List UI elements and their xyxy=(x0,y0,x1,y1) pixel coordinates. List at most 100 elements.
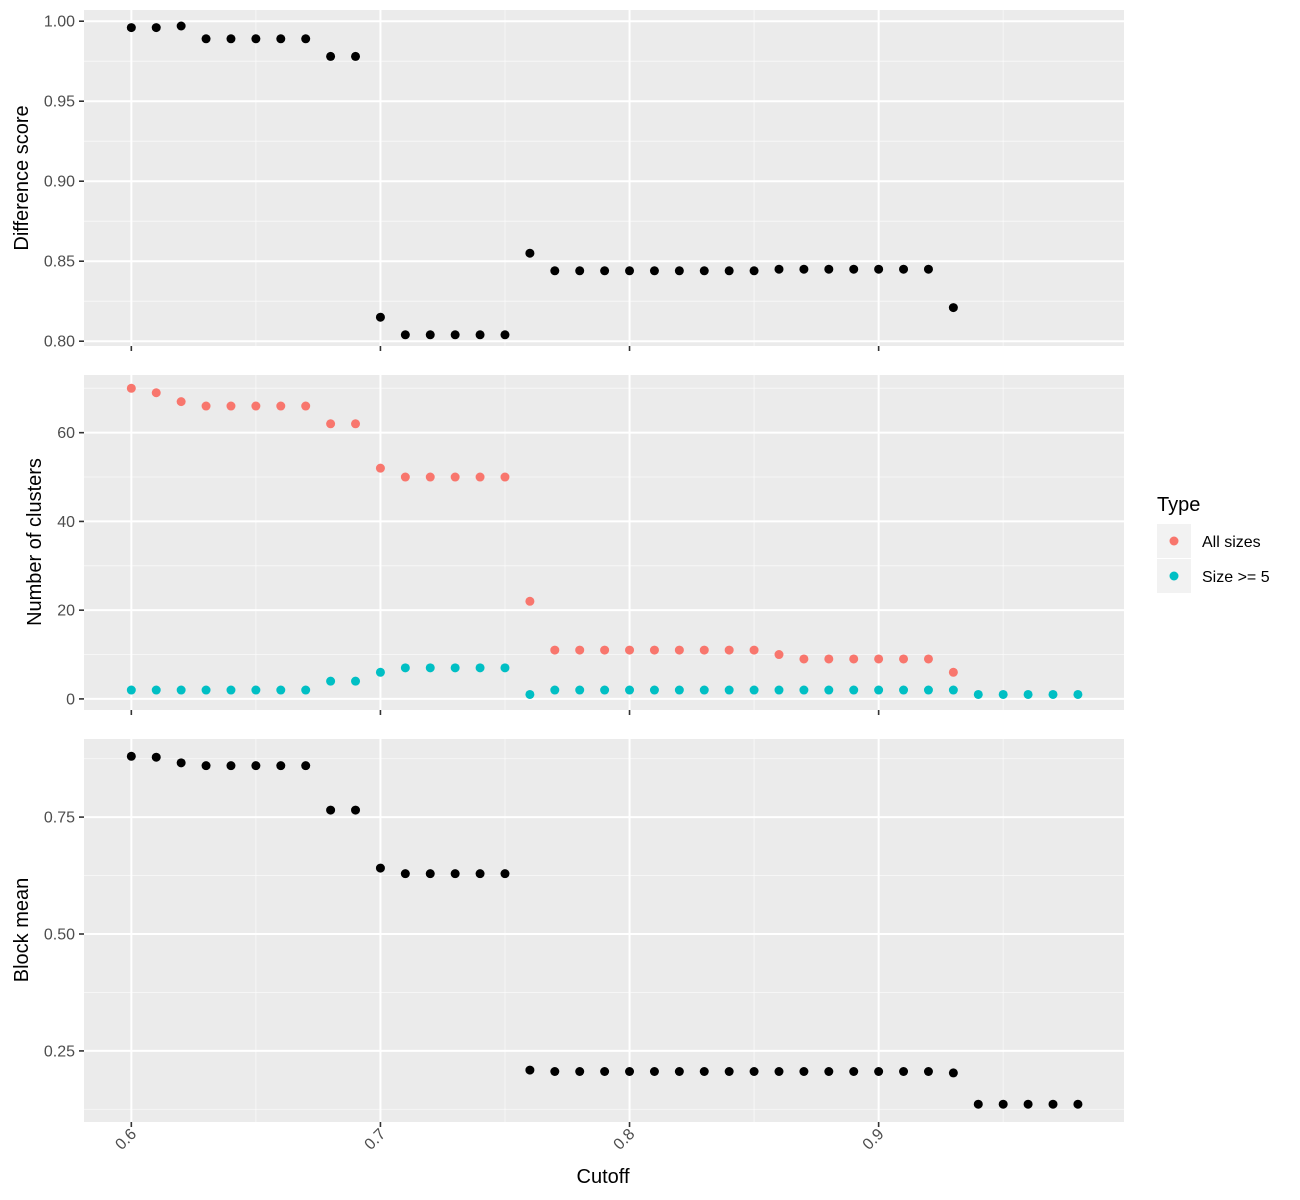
point-size-5 xyxy=(475,663,485,673)
point-series xyxy=(749,266,759,276)
point-all-sizes xyxy=(276,401,286,411)
point-size-5 xyxy=(799,685,809,695)
point-series xyxy=(276,761,286,771)
point-series xyxy=(450,869,460,879)
y-tick-label: 0 xyxy=(66,691,75,708)
point-all-sizes xyxy=(899,654,909,664)
point-size-5 xyxy=(1023,689,1033,699)
point-all-sizes xyxy=(525,596,535,606)
x-axis-tick-labels: 0.6 0.7 0.8 0.9 xyxy=(112,1126,887,1154)
y-tick-label: 1.00 xyxy=(44,14,75,31)
x-tick-label: 0.8 xyxy=(611,1126,639,1154)
panel-number-of-clusters: 0 20 40 60 Number of clusters xyxy=(24,375,1124,715)
y-tick-label: 0.80 xyxy=(44,334,75,351)
panel-background xyxy=(84,10,1124,346)
point-series xyxy=(625,1066,635,1076)
y-tick-label: 0.90 xyxy=(44,174,75,191)
point-series xyxy=(151,23,161,33)
point-all-sizes xyxy=(575,645,585,655)
point-series xyxy=(674,1066,684,1076)
point-size-5 xyxy=(824,685,834,695)
point-series xyxy=(649,1066,659,1076)
point-series xyxy=(774,1066,784,1076)
point-series xyxy=(550,1066,560,1076)
point-series xyxy=(874,1066,884,1076)
point-series xyxy=(151,752,161,762)
panel-background xyxy=(84,375,1124,710)
point-series xyxy=(326,51,336,61)
point-series xyxy=(575,266,585,276)
point-all-sizes xyxy=(649,645,659,655)
y-axis: 0 20 40 60 xyxy=(57,425,84,708)
point-series xyxy=(201,34,211,44)
point-all-sizes xyxy=(500,472,510,482)
point-series xyxy=(525,1065,535,1075)
point-series xyxy=(301,761,311,771)
x-tick-label: 0.7 xyxy=(362,1126,390,1154)
point-series xyxy=(301,34,311,44)
point-series xyxy=(874,264,884,274)
x-tick-label: 0.6 xyxy=(112,1126,140,1154)
point-series xyxy=(948,1068,958,1078)
point-all-sizes xyxy=(674,645,684,655)
point-series xyxy=(749,1066,759,1076)
gridlines xyxy=(84,10,1124,346)
x-axis-ticks xyxy=(130,346,880,351)
point-series xyxy=(475,330,485,340)
point-series xyxy=(724,266,734,276)
x-tick-label: 0.9 xyxy=(860,1126,888,1154)
y-tick-label: 0.50 xyxy=(44,927,75,944)
point-series xyxy=(326,805,336,815)
point-series xyxy=(176,758,186,768)
point-series xyxy=(425,869,435,879)
point-all-sizes xyxy=(625,645,635,655)
point-series xyxy=(625,266,635,276)
gridlines xyxy=(84,739,1124,1122)
point-size-5 xyxy=(649,685,659,695)
point-series xyxy=(824,264,834,274)
point-size-5 xyxy=(151,685,161,695)
point-size-5 xyxy=(251,685,261,695)
point-series xyxy=(674,266,684,276)
point-size-5 xyxy=(774,685,784,695)
point-series xyxy=(1073,1099,1083,1109)
point-size-5 xyxy=(600,685,610,695)
point-series xyxy=(201,761,211,771)
point-all-sizes xyxy=(774,650,784,660)
point-series xyxy=(450,330,460,340)
point-size-5 xyxy=(625,685,635,695)
point-all-sizes xyxy=(600,645,610,655)
point-all-sizes xyxy=(425,472,435,482)
legend-key-all-sizes xyxy=(1169,536,1179,546)
point-all-sizes xyxy=(948,667,958,677)
point-size-5 xyxy=(899,685,909,695)
point-series xyxy=(899,1066,909,1076)
point-all-sizes xyxy=(301,401,311,411)
point-series xyxy=(425,330,435,340)
point-series xyxy=(899,264,909,274)
point-all-sizes xyxy=(251,401,261,411)
point-series xyxy=(1023,1099,1033,1109)
point-size-5 xyxy=(425,663,435,673)
point-all-sizes xyxy=(176,397,186,407)
y-axis: 0.25 0.50 0.75 xyxy=(44,810,84,1060)
point-all-sizes xyxy=(375,463,385,473)
point-size-5 xyxy=(948,685,958,695)
point-all-sizes xyxy=(126,383,136,393)
point-all-sizes xyxy=(201,401,211,411)
point-series xyxy=(525,248,535,258)
legend-label-size-ge-5: Size >= 5 xyxy=(1202,569,1270,586)
point-series xyxy=(126,23,136,33)
y-tick-label: 40 xyxy=(57,514,75,531)
point-size-5 xyxy=(375,667,385,677)
point-all-sizes xyxy=(724,645,734,655)
point-series xyxy=(226,34,236,44)
y-tick-label: 0.85 xyxy=(44,254,75,271)
point-series xyxy=(973,1099,983,1109)
point-all-sizes xyxy=(749,645,759,655)
point-size-5 xyxy=(276,685,286,695)
point-size-5 xyxy=(525,689,535,699)
point-size-5 xyxy=(326,676,336,686)
point-series xyxy=(849,1066,859,1076)
